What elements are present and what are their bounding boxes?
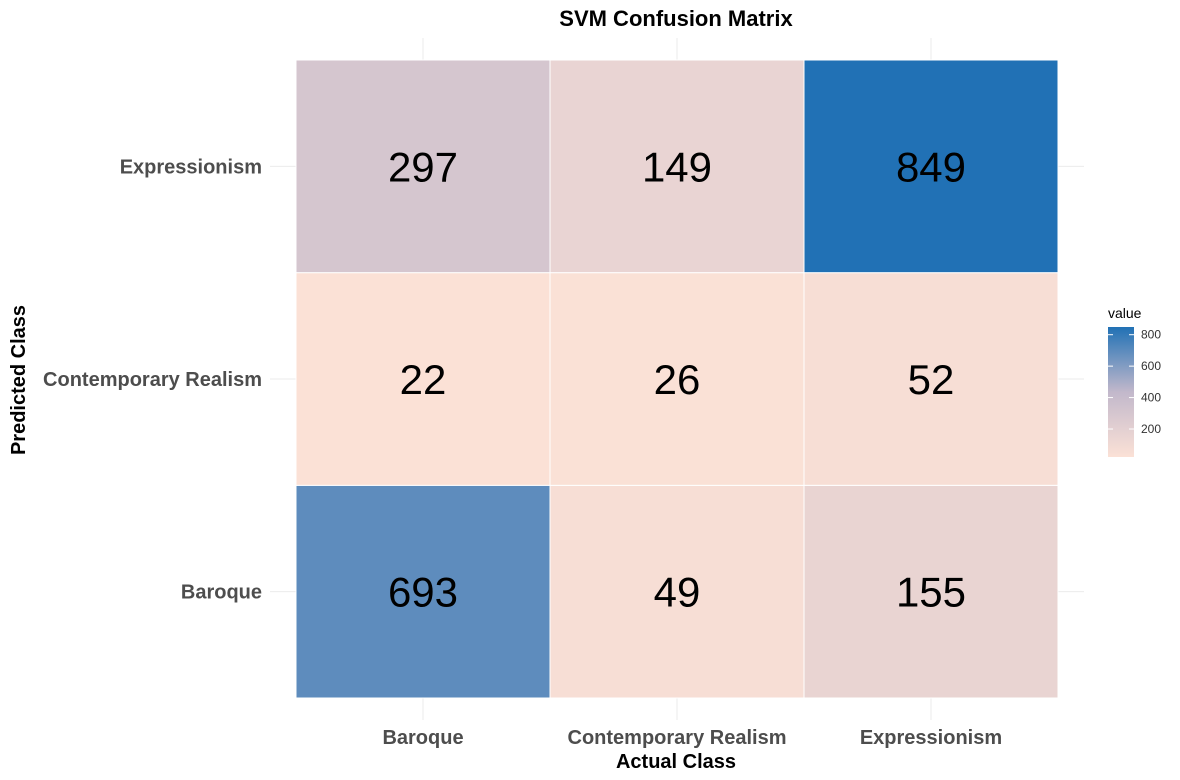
cell-value-label: 693 (388, 569, 458, 616)
heatmap-cell (549, 59, 805, 274)
cell-value-label: 49 (654, 569, 701, 616)
legend-tick-label: 200 (1141, 422, 1161, 436)
x-axis-tick-labels: Baroque Contemporary Realism Expressionism (382, 727, 1002, 749)
heatmap-cell (295, 484, 551, 699)
cell-value-label: 297 (388, 143, 458, 190)
heatmap-cell (803, 59, 1059, 274)
cell-value-label: 149 (642, 143, 712, 190)
heatmap-cell (803, 272, 1059, 486)
cell-value-label: 26 (654, 356, 701, 403)
heatmap-cell (295, 59, 551, 274)
legend-color-bar (1108, 327, 1134, 457)
heatmap-cells (295, 59, 1059, 699)
x-tick-label: Expressionism (860, 727, 1002, 749)
y-axis-title: Predicted Class (8, 305, 30, 455)
cell-labels: 693 49 155 22 26 52 297 149 849 (388, 143, 966, 615)
x-tick-label: Contemporary Realism (568, 727, 787, 749)
y-tick-label: Expressionism (120, 156, 262, 178)
y-tick-label: Baroque (181, 582, 262, 604)
heatmap-cell (803, 484, 1059, 699)
cell-value-label: 52 (908, 356, 955, 403)
cell-value-label: 22 (400, 356, 447, 403)
y-axis-tick-labels: Baroque Contemporary Realism Expressionism (43, 156, 262, 603)
heatmap-cell (549, 272, 805, 486)
x-tick-label: Baroque (382, 727, 463, 749)
cell-value-label: 155 (896, 569, 966, 616)
color-legend: value 200 400 600 800 (1108, 305, 1161, 457)
legend-title: value (1108, 305, 1142, 321)
legend-tick-label: 800 (1141, 328, 1161, 342)
chart-title: SVM Confusion Matrix (559, 6, 793, 31)
x-axis-title: Actual Class (616, 751, 736, 773)
legend-ticks: 200 400 600 800 (1108, 328, 1161, 436)
legend-tick-label: 600 (1141, 359, 1161, 373)
legend-tick-label: 400 (1141, 391, 1161, 405)
cell-value-label: 849 (896, 143, 966, 190)
y-tick-label: Contemporary Realism (43, 369, 262, 391)
